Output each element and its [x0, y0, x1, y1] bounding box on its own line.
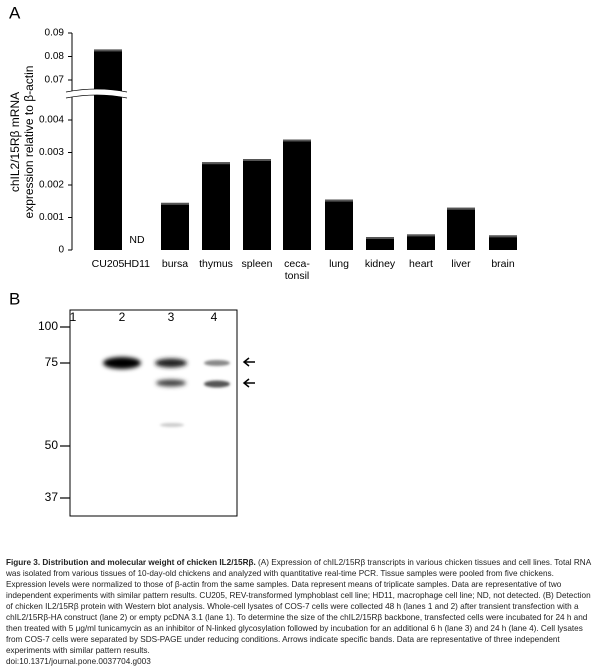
bar: [489, 235, 517, 250]
band: [155, 358, 187, 368]
lane-label: 3: [168, 310, 175, 324]
band: [204, 360, 230, 366]
band: [160, 423, 184, 427]
lane-label: 2: [119, 310, 126, 324]
bar: [407, 234, 435, 250]
figure: A B chIL2/15Rβ mRNA expression relative …: [8, 3, 517, 517]
band: [103, 357, 141, 369]
axis-break-line: [65, 88, 128, 93]
bar: [94, 49, 122, 251]
bar: [202, 162, 230, 250]
blot-frame: [69, 309, 238, 517]
arrow: [242, 357, 255, 367]
caption-title: Figure 3. Distribution and molecular wei…: [6, 558, 256, 567]
bar-highlight: [161, 202, 189, 205]
lane-label: 4: [211, 310, 218, 324]
x-tick-label: heart: [409, 258, 433, 270]
caption: Figure 3. Distribution and molecular wei…: [6, 557, 596, 667]
axis-break-line: [65, 94, 128, 99]
bar: [243, 159, 271, 250]
bar: [366, 237, 394, 250]
y-axis-label-line: chIL2/15Rβ mRNA: [8, 92, 22, 192]
bar-highlight: [202, 162, 230, 165]
caption-body: (A) Expression of chIL2/15Rβ transcripts…: [6, 558, 591, 655]
x-tick-label: bursa: [161, 258, 189, 270]
y-tick-label: 0.001: [39, 212, 64, 223]
y-tick-label: 0.003: [39, 147, 64, 158]
bar-highlight: [366, 237, 394, 239]
doi: doi:10.1371/journal.pone.0037704.g003: [6, 657, 151, 666]
x-tick-label: kidney: [364, 258, 396, 270]
value-label: ND: [129, 234, 145, 246]
y-axis-label-line: expression relative to β-actin: [22, 66, 36, 219]
blot-bands: [103, 357, 230, 427]
bar-highlight: [489, 235, 517, 238]
panel-label: A: [9, 3, 21, 22]
x-tick-label: CU205: [91, 258, 125, 270]
bar-highlight: [447, 207, 475, 210]
panel-label: B: [9, 289, 20, 308]
bar: [283, 139, 311, 250]
marker-label: 50: [45, 438, 59, 452]
marker-label: 100: [38, 319, 58, 333]
x-tick-label: brain: [491, 258, 515, 270]
bar: [161, 202, 189, 250]
x-tick-label: liver: [451, 258, 471, 270]
y-axis-label: chIL2/15Rβ mRNA expression relative to β…: [8, 66, 36, 219]
x-tick-label: lung: [329, 258, 349, 270]
bar-highlight: [243, 159, 271, 161]
y-tick-label: 0: [58, 245, 64, 256]
arrow: [242, 378, 255, 388]
y-tick-label: 0.004: [39, 115, 64, 126]
x-tick-label: HD11: [123, 258, 151, 270]
y-tick-label: 0.002: [39, 180, 64, 191]
bar-highlight: [407, 234, 435, 237]
y-tick-label: 0.08: [45, 51, 65, 62]
bar-highlight: [325, 199, 353, 202]
bar-highlight: [94, 49, 122, 52]
marker-label: 75: [45, 355, 59, 369]
bar: [325, 199, 353, 250]
x-tick-label: spleen: [241, 258, 273, 270]
band: [204, 380, 230, 388]
x-tick-label: thymus: [199, 258, 233, 270]
bar: [447, 207, 475, 250]
y-tick-label: 0.07: [45, 75, 65, 86]
bar-highlight: [283, 139, 311, 142]
marker-label: 37: [45, 490, 59, 504]
x-tick-label: ceca- tonsil: [284, 258, 310, 282]
band: [156, 379, 186, 387]
lane-label: 1: [70, 310, 77, 324]
y-tick-label: 0.09: [45, 28, 65, 39]
